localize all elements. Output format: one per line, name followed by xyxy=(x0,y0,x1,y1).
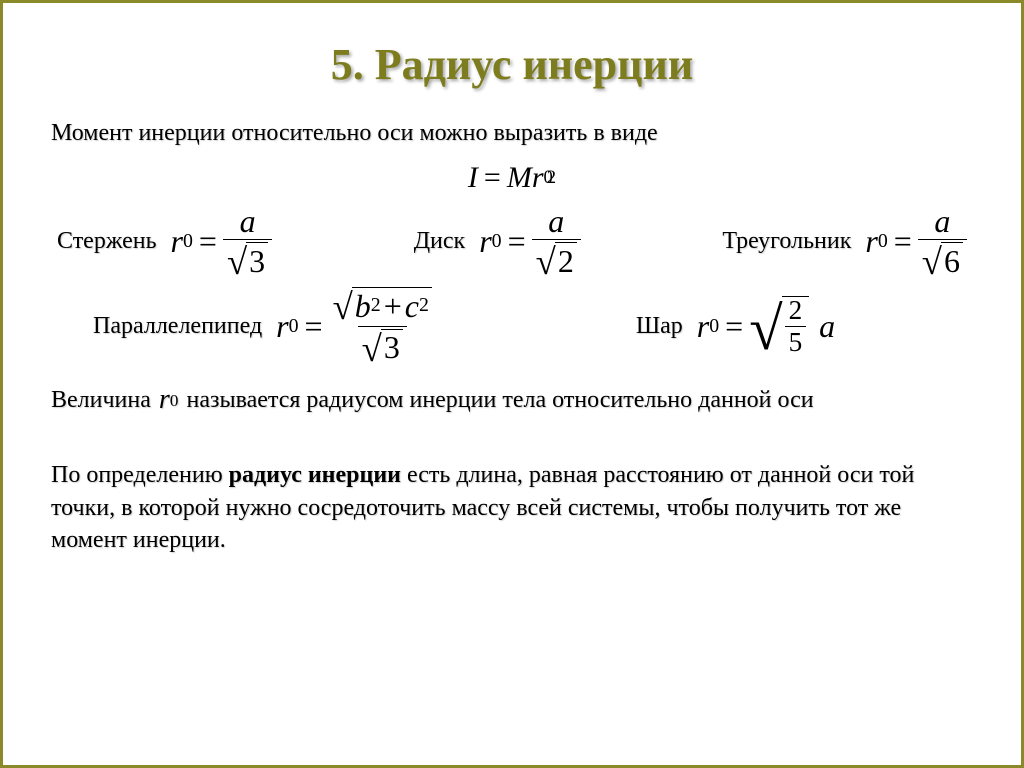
cell-disk: Диск r0 = a √ 2 xyxy=(414,205,581,279)
rod-den: 3 xyxy=(246,242,268,279)
sentence-after: называется радиусом инерции тела относит… xyxy=(186,384,813,416)
sph-a: a xyxy=(819,308,835,345)
definition-paragraph: По определению радиус инерции есть длина… xyxy=(51,459,973,556)
label-cuboid: Параллелепипед xyxy=(93,313,262,340)
intro-text: Момент инерции относительно оси можно вы… xyxy=(51,120,973,147)
tri-sqrt: √ 6 xyxy=(922,242,963,279)
cub-den-sqrt: √ 3 xyxy=(362,329,403,366)
cell-rod: Стержень r0 = a √ 3 xyxy=(57,205,272,279)
cub-plus: + xyxy=(384,290,402,322)
rod-num: a xyxy=(236,205,260,239)
tri-den: 6 xyxy=(941,242,963,279)
slide-title: 5. Радиус инерции xyxy=(51,39,973,90)
cub-num-sqrt: √ b2 + c2 xyxy=(333,287,432,324)
disk-num: a xyxy=(544,205,568,239)
sph-r-sub: 0 xyxy=(709,315,719,338)
rod-frac: a √ 3 xyxy=(223,205,272,279)
sentence-before: Величина xyxy=(51,384,151,416)
sym-equals: = xyxy=(484,161,501,195)
formula-row-shapes-2: Параллелепипед r0 = √ b2 + c2 xyxy=(93,287,967,366)
inline-r: r xyxy=(159,381,170,419)
disk-frac: a √ 2 xyxy=(532,205,581,279)
formula-row-shapes-1: Стержень r0 = a √ 3 Диск r0 xyxy=(57,205,967,279)
def-prefix: По определению xyxy=(51,462,229,488)
sph-sqrt: √ 2 5 xyxy=(749,296,809,357)
cub-b-sup: 2 xyxy=(371,296,381,316)
sym-I: I xyxy=(468,161,478,195)
sph-r: r xyxy=(697,308,709,345)
rod-r-sub: 0 xyxy=(183,230,193,253)
rod-sqrt: √ 3 xyxy=(227,242,268,279)
cub-r: r xyxy=(276,308,288,345)
sym-M: M xyxy=(507,161,532,195)
sym-r-sup: 2 xyxy=(547,167,556,189)
sph-frac: 2 5 xyxy=(785,297,807,356)
disk-r-sub: 0 xyxy=(492,230,502,253)
disk-sqrt: √ 2 xyxy=(536,242,577,279)
sym-r: r xyxy=(532,161,544,195)
tri-num: a xyxy=(930,205,954,239)
cub-r-sub: 0 xyxy=(289,315,299,338)
cub-c: c xyxy=(405,290,419,322)
label-disk: Диск xyxy=(414,228,466,255)
rod-r: r xyxy=(171,223,183,260)
cell-cuboid: Параллелепипед r0 = √ b2 + c2 xyxy=(93,287,436,366)
cub-den: 3 xyxy=(381,329,403,366)
disk-r: r xyxy=(479,223,491,260)
cub-c-sup: 2 xyxy=(419,296,429,316)
tri-r-sub: 0 xyxy=(878,230,888,253)
cell-sphere: Шар r0 = √ 2 5 a xyxy=(636,296,835,357)
def-bold: радиус инерции xyxy=(229,462,401,488)
sph-frac-den: 5 xyxy=(785,326,807,356)
sph-frac-num: 2 xyxy=(785,297,807,326)
label-rod: Стержень xyxy=(57,228,157,255)
slide-frame: 5. Радиус инерции Момент инерции относит… xyxy=(0,0,1024,768)
tri-frac: a √ 6 xyxy=(918,205,967,279)
inline-r-sub: 0 xyxy=(170,389,179,412)
label-sphere: Шар xyxy=(636,313,683,340)
tri-r: r xyxy=(865,223,877,260)
label-triangle: Треугольник xyxy=(722,228,851,255)
cub-frac: √ b2 + c2 √ 3 xyxy=(329,287,436,366)
cell-triangle: Треугольник r0 = a √ 6 xyxy=(722,205,967,279)
formula-main: I = M r 0 2 xyxy=(51,161,973,195)
cub-b: b xyxy=(355,290,371,322)
disk-den: 2 xyxy=(555,242,577,279)
r0-naming-sentence: Величина r0 называется радиусом инерции … xyxy=(51,381,973,419)
